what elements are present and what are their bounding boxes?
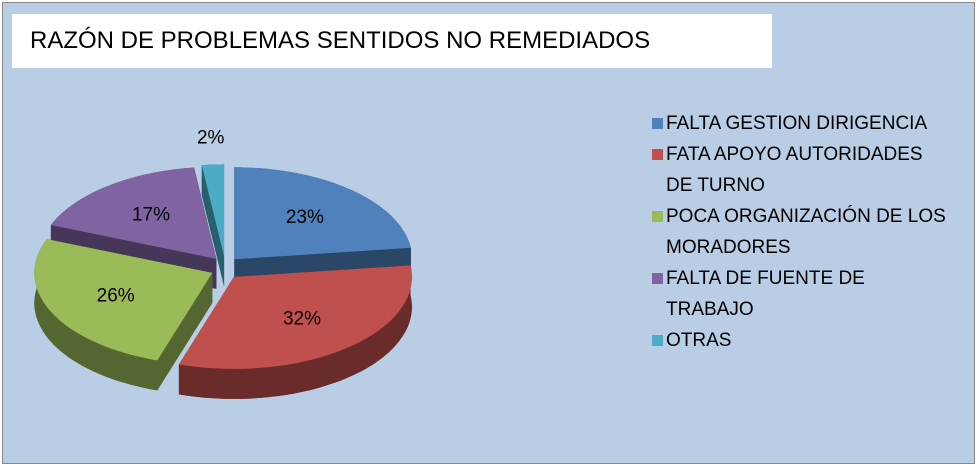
data-label: 2%: [197, 127, 225, 148]
legend-swatch: [652, 149, 663, 160]
slice-side: [178, 265, 412, 399]
legend-swatch: [652, 118, 663, 129]
slice: [234, 167, 411, 260]
legend-label: OTRAS: [666, 330, 732, 351]
data-label: 23%: [286, 207, 324, 228]
legend-item: FALTA DE FUENTE DE TRABAJO: [652, 263, 952, 325]
chart-title: RAZÓN DE PROBLEMAS SENTIDOS NO REMEDIADO…: [12, 14, 772, 68]
slice: [201, 164, 225, 257]
legend-label: FALTA DE FUENTE DE TRABAJO: [666, 268, 865, 320]
legend-swatch: [652, 335, 663, 346]
slice-wall: [157, 272, 213, 391]
legend-item: OTRAS: [652, 325, 952, 356]
legend-label: FALTA GESTION DIRIGENCIA: [666, 113, 928, 134]
legend-item: POCA ORGANIZACIÓN DE LOS MORADORES: [652, 201, 952, 263]
legend-swatch: [652, 211, 663, 222]
legend-swatch: [652, 273, 663, 284]
data-label: 17%: [132, 204, 170, 225]
legend-item: FATA APOYO AUTORIDADES DE TURNO: [652, 139, 952, 201]
slice-side: [34, 239, 158, 391]
slice: [34, 239, 213, 361]
data-label: 26%: [97, 285, 135, 306]
legend-item: FALTA GESTION DIRIGENCIA: [652, 108, 952, 139]
slice: [178, 265, 412, 369]
legend: FALTA GESTION DIRIGENCIA FATA APOYO AUTOR…: [652, 108, 952, 356]
data-label: 32%: [283, 308, 321, 329]
legend-label: FATA APOYO AUTORIDADES DE TURNO: [666, 144, 923, 196]
slice-wall: [201, 165, 225, 287]
slice: [50, 167, 217, 259]
legend-label: POCA ORGANIZACIÓN DE LOS MORADORES: [666, 206, 946, 258]
